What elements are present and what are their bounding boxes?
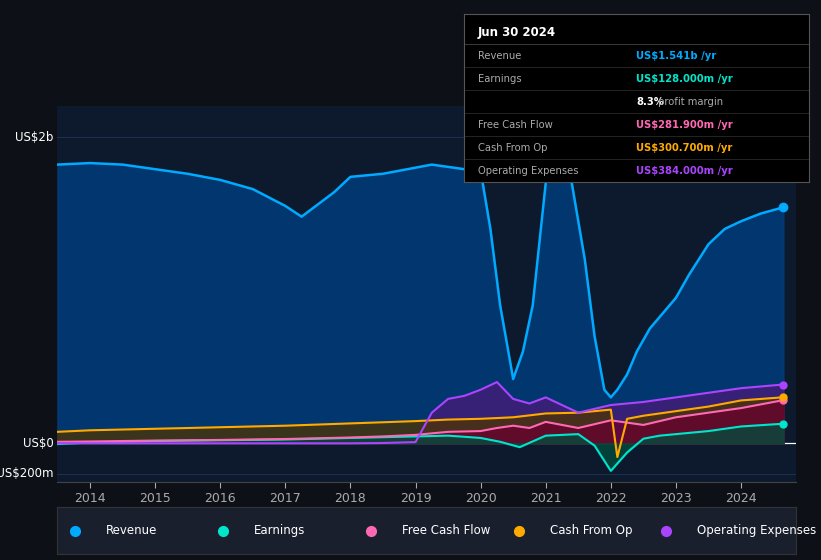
Text: US$281.900m /yr: US$281.900m /yr — [636, 120, 733, 129]
Text: profit margin: profit margin — [655, 97, 723, 106]
Text: -US$200m: -US$200m — [0, 468, 54, 480]
Text: US$0: US$0 — [23, 437, 54, 450]
Text: US$2b: US$2b — [16, 130, 54, 143]
Text: Earnings: Earnings — [478, 74, 521, 83]
Text: Earnings: Earnings — [254, 524, 305, 537]
Text: Jun 30 2024: Jun 30 2024 — [478, 26, 556, 39]
Text: US$384.000m /yr: US$384.000m /yr — [636, 166, 733, 175]
Text: Revenue: Revenue — [478, 51, 521, 60]
Text: Free Cash Flow: Free Cash Flow — [478, 120, 553, 129]
Text: Cash From Op: Cash From Op — [478, 143, 547, 152]
Text: US$300.700m /yr: US$300.700m /yr — [636, 143, 732, 152]
Text: Free Cash Flow: Free Cash Flow — [401, 524, 490, 537]
Text: US$1.541b /yr: US$1.541b /yr — [636, 51, 717, 60]
Text: Cash From Op: Cash From Op — [549, 524, 632, 537]
Text: Operating Expenses: Operating Expenses — [697, 524, 817, 537]
Text: Operating Expenses: Operating Expenses — [478, 166, 578, 175]
Text: US$128.000m /yr: US$128.000m /yr — [636, 74, 733, 83]
Text: Revenue: Revenue — [106, 524, 158, 537]
Text: 8.3%: 8.3% — [636, 97, 664, 106]
